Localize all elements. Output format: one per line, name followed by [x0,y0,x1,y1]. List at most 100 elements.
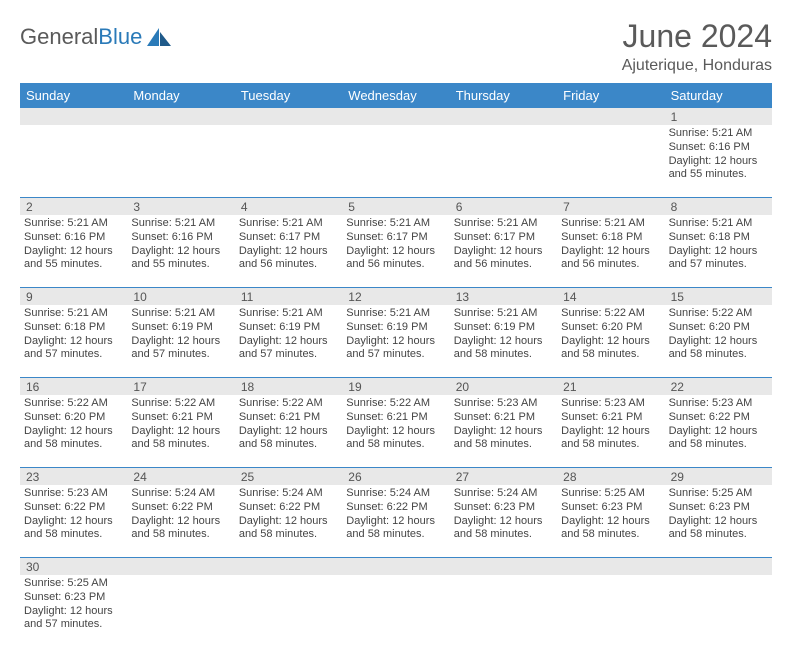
daylight-line: Daylight: 12 hours and 57 minutes. [239,335,338,363]
day-cell: Sunrise: 5:21 AMSunset: 6:16 PMDaylight:… [127,215,234,287]
sunset-line: Sunset: 6:18 PM [561,231,660,245]
sunrise-line: Sunrise: 5:23 AM [669,397,768,411]
day-cell: Sunrise: 5:21 AMSunset: 6:18 PMDaylight:… [557,215,664,287]
calendar: Sunday Monday Tuesday Wednesday Thursday… [20,83,772,647]
sunset-line: Sunset: 6:19 PM [454,321,553,335]
sunrise-line: Sunrise: 5:25 AM [669,487,768,501]
weekday-sun: Sunday [20,83,127,108]
sunrise-line: Sunrise: 5:21 AM [669,217,768,231]
day-number [127,558,234,575]
sunset-line: Sunset: 6:16 PM [24,231,123,245]
day-cell [235,125,342,197]
day-cell: Sunrise: 5:22 AMSunset: 6:20 PMDaylight:… [665,305,772,377]
day-number: 28 [557,468,664,485]
day-cell: Sunrise: 5:25 AMSunset: 6:23 PMDaylight:… [557,485,664,557]
week-row: Sunrise: 5:22 AMSunset: 6:20 PMDaylight:… [20,395,772,468]
sail-icon [146,27,172,47]
day-cell [342,575,449,647]
sunset-line: Sunset: 6:21 PM [561,411,660,425]
day-number: 14 [557,288,664,305]
day-cell: Sunrise: 5:21 AMSunset: 6:19 PMDaylight:… [342,305,449,377]
day-cell [665,575,772,647]
day-number [127,108,234,125]
day-number [557,108,664,125]
day-number [342,108,449,125]
title-block: June 2024 Ajuterique, Honduras [622,18,772,75]
day-number: 8 [665,198,772,215]
daynum-row: 9101112131415 [20,288,772,305]
day-cell: Sunrise: 5:24 AMSunset: 6:22 PMDaylight:… [127,485,234,557]
day-cell [235,575,342,647]
day-cell: Sunrise: 5:21 AMSunset: 6:18 PMDaylight:… [665,215,772,287]
day-number [557,558,664,575]
sunset-line: Sunset: 6:17 PM [454,231,553,245]
daylight-line: Daylight: 12 hours and 57 minutes. [669,245,768,273]
daylight-line: Daylight: 12 hours and 55 minutes. [24,245,123,273]
week-row: Sunrise: 5:21 AMSunset: 6:16 PMDaylight:… [20,125,772,198]
day-number: 18 [235,378,342,395]
day-cell: Sunrise: 5:21 AMSunset: 6:16 PMDaylight:… [665,125,772,197]
sunset-line: Sunset: 6:22 PM [239,501,338,515]
page-header: GeneralBlue June 2024 Ajuterique, Hondur… [20,18,772,75]
sunset-line: Sunset: 6:22 PM [669,411,768,425]
daylight-line: Daylight: 12 hours and 58 minutes. [454,335,553,363]
sunset-line: Sunset: 6:20 PM [669,321,768,335]
day-cell [20,125,127,197]
day-cell: Sunrise: 5:23 AMSunset: 6:21 PMDaylight:… [450,395,557,467]
day-number: 26 [342,468,449,485]
daylight-line: Daylight: 12 hours and 58 minutes. [561,515,660,543]
day-cell: Sunrise: 5:23 AMSunset: 6:22 PMDaylight:… [665,395,772,467]
week-row: Sunrise: 5:21 AMSunset: 6:18 PMDaylight:… [20,305,772,378]
daynum-row: 23242526272829 [20,468,772,485]
sunset-line: Sunset: 6:18 PM [24,321,123,335]
day-number: 9 [20,288,127,305]
daylight-line: Daylight: 12 hours and 58 minutes. [131,515,230,543]
daylight-line: Daylight: 12 hours and 58 minutes. [239,515,338,543]
day-number: 4 [235,198,342,215]
weekday-mon: Monday [127,83,234,108]
sunset-line: Sunset: 6:17 PM [239,231,338,245]
day-cell: Sunrise: 5:22 AMSunset: 6:21 PMDaylight:… [127,395,234,467]
daylight-line: Daylight: 12 hours and 56 minutes. [561,245,660,273]
sunset-line: Sunset: 6:21 PM [346,411,445,425]
daylight-line: Daylight: 12 hours and 58 minutes. [346,425,445,453]
day-cell: Sunrise: 5:21 AMSunset: 6:17 PMDaylight:… [235,215,342,287]
day-number: 3 [127,198,234,215]
daylight-line: Daylight: 12 hours and 56 minutes. [346,245,445,273]
sunrise-line: Sunrise: 5:22 AM [239,397,338,411]
sunset-line: Sunset: 6:20 PM [561,321,660,335]
daynum-row: 16171819202122 [20,378,772,395]
sunrise-line: Sunrise: 5:24 AM [454,487,553,501]
day-cell: Sunrise: 5:22 AMSunset: 6:21 PMDaylight:… [342,395,449,467]
day-cell [557,575,664,647]
sunrise-line: Sunrise: 5:22 AM [669,307,768,321]
brand-part2: Blue [98,24,142,50]
day-number: 1 [665,108,772,125]
sunrise-line: Sunrise: 5:21 AM [24,217,123,231]
sunset-line: Sunset: 6:23 PM [561,501,660,515]
day-number: 13 [450,288,557,305]
day-number: 6 [450,198,557,215]
day-number: 24 [127,468,234,485]
daylight-line: Daylight: 12 hours and 58 minutes. [669,425,768,453]
sunrise-line: Sunrise: 5:23 AM [454,397,553,411]
daylight-line: Daylight: 12 hours and 58 minutes. [24,425,123,453]
day-cell [450,575,557,647]
day-number: 15 [665,288,772,305]
day-cell: Sunrise: 5:21 AMSunset: 6:19 PMDaylight:… [235,305,342,377]
day-cell: Sunrise: 5:21 AMSunset: 6:17 PMDaylight:… [342,215,449,287]
location-label: Ajuterique, Honduras [622,57,772,75]
sunrise-line: Sunrise: 5:24 AM [239,487,338,501]
sunrise-line: Sunrise: 5:22 AM [561,307,660,321]
day-number [450,558,557,575]
day-cell: Sunrise: 5:25 AMSunset: 6:23 PMDaylight:… [665,485,772,557]
day-cell: Sunrise: 5:24 AMSunset: 6:23 PMDaylight:… [450,485,557,557]
week-row: Sunrise: 5:21 AMSunset: 6:16 PMDaylight:… [20,215,772,288]
day-cell: Sunrise: 5:22 AMSunset: 6:20 PMDaylight:… [20,395,127,467]
sunrise-line: Sunrise: 5:25 AM [561,487,660,501]
weekday-wed: Wednesday [342,83,449,108]
sunrise-line: Sunrise: 5:21 AM [669,127,768,141]
sunrise-line: Sunrise: 5:21 AM [239,217,338,231]
sunrise-line: Sunrise: 5:22 AM [346,397,445,411]
day-cell: Sunrise: 5:22 AMSunset: 6:21 PMDaylight:… [235,395,342,467]
